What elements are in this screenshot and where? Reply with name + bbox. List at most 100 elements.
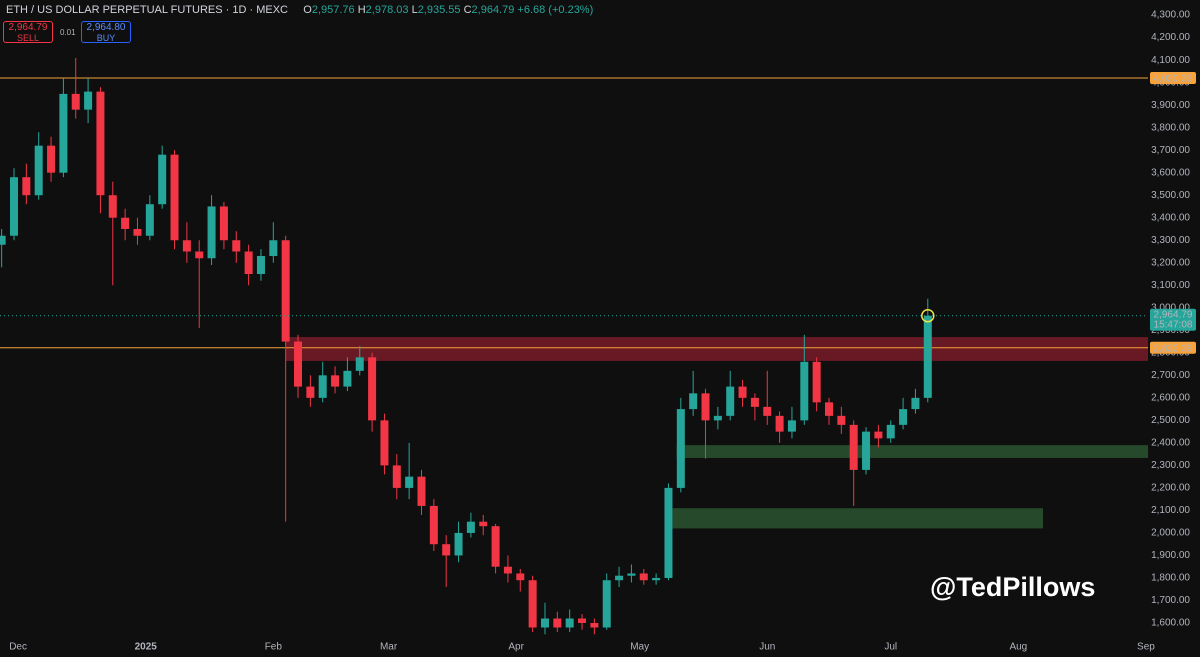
y-tick-label: 2,600.00 xyxy=(1151,392,1190,403)
candle-body xyxy=(170,154,179,241)
candle-body xyxy=(652,577,661,581)
y-tick-label: 1,600.00 xyxy=(1151,618,1190,629)
candle-body xyxy=(256,256,265,275)
spread: 0.01 xyxy=(60,28,76,37)
candle-body xyxy=(503,566,512,574)
y-tick-label: 3,400.00 xyxy=(1151,212,1190,223)
c-label: C xyxy=(463,4,472,16)
candle-body xyxy=(306,386,315,398)
candle-body xyxy=(121,217,130,229)
y-tick-label: 3,800.00 xyxy=(1151,122,1190,133)
candle-body xyxy=(0,235,6,245)
y-tick-label: 2,300.00 xyxy=(1151,460,1190,471)
x-tick-label: 2025 xyxy=(135,642,158,653)
candle-body xyxy=(812,361,821,403)
y-tick-label: 3,600.00 xyxy=(1151,167,1190,178)
level-tag xyxy=(1150,72,1196,85)
y-tick-label: 4,300.00 xyxy=(1151,10,1190,21)
candle-body xyxy=(664,487,673,578)
candle-body xyxy=(195,251,204,259)
candle-body xyxy=(417,476,426,506)
candle-body xyxy=(232,240,241,252)
candle-body xyxy=(331,375,340,387)
countdown-label: 15:47:08 xyxy=(1154,319,1193,330)
y-tick-label: 3,100.00 xyxy=(1151,280,1190,291)
level-label: 4,020.33 xyxy=(1154,74,1193,85)
candle-body xyxy=(899,409,908,425)
x-tick-label: Jun xyxy=(759,642,775,653)
y-tick-label: 3,300.00 xyxy=(1151,235,1190,246)
y-tick-label: 1,800.00 xyxy=(1151,573,1190,584)
candle-body xyxy=(244,251,253,275)
y-tick-label: 3,200.00 xyxy=(1151,257,1190,268)
zone xyxy=(676,445,1148,458)
candle-body xyxy=(207,206,216,259)
change: +6.68 (+0.23%) xyxy=(517,4,594,16)
y-tick-label: 2,100.00 xyxy=(1151,505,1190,516)
highlight-circle xyxy=(921,308,935,323)
candle-body xyxy=(405,476,414,488)
candle-body xyxy=(578,618,587,624)
candle-body xyxy=(516,573,525,581)
last-price-tag xyxy=(1150,308,1196,331)
candle-body xyxy=(355,357,364,371)
candle-body xyxy=(9,177,18,236)
candle-body xyxy=(615,575,624,581)
c-value: 2,964.79 xyxy=(471,4,515,16)
candle-body xyxy=(219,206,228,241)
y-tick-label: 1,700.00 xyxy=(1151,595,1190,606)
candle-body xyxy=(392,465,401,488)
y-tick-label: 3,500.00 xyxy=(1151,190,1190,201)
sell-label: SELL xyxy=(16,33,40,43)
candle-body xyxy=(269,240,278,257)
y-tick-label: 3,000.00 xyxy=(1151,302,1190,313)
candle-body xyxy=(540,618,549,628)
y-tick-label: 2,500.00 xyxy=(1151,415,1190,426)
candle-body xyxy=(368,357,377,421)
y-tick-label: 4,200.00 xyxy=(1151,32,1190,43)
candle-body xyxy=(874,431,883,439)
candle-body xyxy=(602,580,611,628)
x-tick-label: Apr xyxy=(508,642,524,653)
candle-body xyxy=(380,420,389,466)
candle-body xyxy=(627,573,636,576)
o-label: O xyxy=(303,4,312,16)
candle-body xyxy=(47,145,56,173)
buy-price: 2,964.80 xyxy=(86,22,126,33)
level-label: 2,822.39 xyxy=(1154,343,1193,354)
candle-body xyxy=(639,573,648,581)
o-value: 2,957.76 xyxy=(311,4,355,16)
y-tick-label: 2,400.00 xyxy=(1151,438,1190,449)
y-tick-label: 4,100.00 xyxy=(1151,55,1190,66)
candle-body xyxy=(911,397,920,410)
candle-body xyxy=(676,409,685,488)
y-tick-label: 2,700.00 xyxy=(1151,370,1190,381)
candle-body xyxy=(343,370,352,387)
candle-body xyxy=(824,402,833,416)
symbol-title: ETH / US DOLLAR PERPETUAL FUTURES · 1D ·… xyxy=(6,4,288,16)
header: ETH / US DOLLAR PERPETUAL FUTURES · 1D ·… xyxy=(6,4,593,16)
candle-body xyxy=(22,177,31,196)
candle-body xyxy=(454,532,463,556)
zone xyxy=(285,337,1148,361)
zone xyxy=(672,508,1044,529)
sell-button[interactable]: 2,964.79 SELL xyxy=(3,21,53,43)
h-label: H xyxy=(357,4,366,16)
candle-body xyxy=(429,505,438,545)
y-tick-label: 3,900.00 xyxy=(1151,100,1190,111)
candle-body xyxy=(750,397,759,407)
x-tick-label: Dec xyxy=(9,642,27,653)
candle-body xyxy=(837,415,846,425)
x-tick-label: Mar xyxy=(380,642,398,653)
candle-body xyxy=(689,393,698,410)
x-tick-label: Sep xyxy=(1137,642,1155,653)
candle-body xyxy=(726,386,735,416)
candle-body xyxy=(71,93,80,110)
buy-button[interactable]: 2,964.80 BUY xyxy=(81,21,131,43)
x-tick-label: Feb xyxy=(265,642,283,653)
candle-body xyxy=(886,424,895,439)
candle-body xyxy=(862,431,871,470)
buy-label: BUY xyxy=(96,33,116,43)
